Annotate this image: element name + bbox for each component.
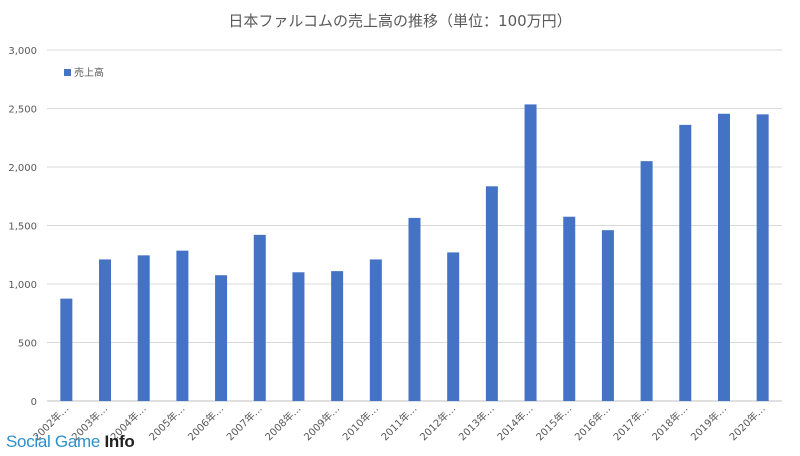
bar	[717, 113, 730, 401]
y-tick-label: 3,000	[8, 46, 37, 57]
x-tick-label: 2017年…	[610, 402, 651, 443]
legend-swatch	[64, 69, 71, 76]
x-tick-label: 2007年…	[224, 402, 265, 443]
y-tick-label: 1,000	[8, 280, 37, 291]
x-tick-label: 2019年…	[688, 402, 729, 443]
x-tick-label: 2010年…	[340, 402, 381, 443]
bar	[485, 186, 498, 401]
y-tick-label: 2,500	[8, 105, 37, 116]
watermark-brand-bold: Info	[104, 432, 135, 451]
bar	[215, 275, 228, 401]
x-tick-label: 2009年…	[301, 402, 342, 443]
bar	[60, 298, 73, 401]
chart-title: 日本ファルコムの売上高の推移（単位：100万円）	[228, 12, 571, 30]
bar	[253, 234, 266, 401]
bar	[369, 259, 382, 401]
bar	[524, 104, 537, 401]
bar	[756, 114, 769, 401]
y-axis: 0 500 1,000 1,500 2,000 2,500 3,000	[8, 46, 37, 408]
x-tick-label: 2005年…	[146, 402, 187, 443]
x-tick-label: 2020年…	[726, 402, 767, 443]
bar	[408, 217, 421, 401]
x-tick-label: 2011年…	[378, 402, 419, 443]
legend: 売上高	[64, 66, 104, 79]
x-tick-label: 2014年…	[494, 402, 535, 443]
x-axis: 2002年…2003年…2004年…2005年…2006年…2007年…2008…	[30, 402, 768, 443]
bar	[447, 252, 460, 401]
bar	[176, 250, 189, 401]
x-tick-label: 2008年…	[262, 402, 303, 443]
y-tick-label: 1,500	[8, 222, 37, 233]
x-tick-label: 2012年…	[417, 402, 458, 443]
bar	[292, 272, 305, 401]
watermark-logo: Social Game Info	[6, 432, 135, 452]
bar	[99, 259, 112, 401]
bar	[640, 161, 653, 401]
y-tick-label: 2,000	[8, 163, 37, 174]
bars	[60, 104, 769, 401]
bar	[331, 271, 344, 401]
legend-label: 売上高	[74, 66, 104, 79]
bar	[679, 124, 692, 401]
bar	[137, 255, 150, 401]
x-tick-label: 2006年…	[185, 402, 226, 443]
x-tick-label: 2013年…	[456, 402, 497, 443]
y-tick-label: 0	[31, 397, 37, 408]
x-tick-label: 2015年…	[533, 402, 574, 443]
x-tick-label: 2018年…	[649, 402, 690, 443]
x-tick-label: 2016年…	[572, 402, 613, 443]
y-tick-label: 500	[18, 339, 37, 350]
watermark-brand: Social Game	[6, 432, 105, 451]
bar	[563, 216, 576, 401]
bar	[601, 230, 614, 401]
